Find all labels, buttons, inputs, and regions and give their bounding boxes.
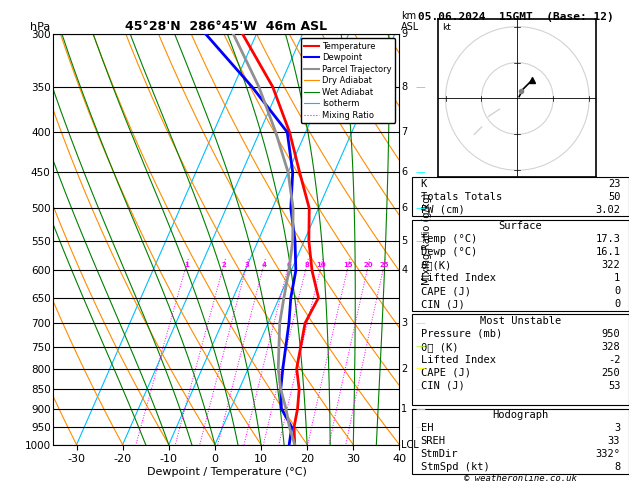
Text: 16.1: 16.1 bbox=[595, 247, 620, 258]
Text: 23: 23 bbox=[608, 179, 620, 189]
Bar bbox=[412, 314, 629, 405]
Text: 1: 1 bbox=[401, 404, 407, 414]
Text: 4: 4 bbox=[401, 265, 407, 276]
Text: θᴇ(K): θᴇ(K) bbox=[421, 260, 452, 270]
Text: CAPE (J): CAPE (J) bbox=[421, 286, 470, 296]
Text: Pressure (mb): Pressure (mb) bbox=[421, 329, 502, 339]
Text: 1: 1 bbox=[184, 262, 189, 268]
Text: —: — bbox=[415, 318, 425, 328]
Text: —: — bbox=[415, 203, 425, 213]
Text: Lifted Index: Lifted Index bbox=[421, 355, 496, 365]
Text: 20: 20 bbox=[364, 262, 373, 268]
Text: 0: 0 bbox=[614, 286, 620, 296]
Text: kt: kt bbox=[442, 23, 451, 32]
Text: —: — bbox=[415, 364, 425, 374]
Text: PW (cm): PW (cm) bbox=[421, 205, 464, 215]
Text: Mixing Ratio (g/kg): Mixing Ratio (g/kg) bbox=[422, 193, 432, 285]
Text: 05.06.2024  15GMT  (Base: 12): 05.06.2024 15GMT (Base: 12) bbox=[418, 12, 614, 22]
Text: 6: 6 bbox=[401, 167, 407, 177]
Text: 3: 3 bbox=[614, 423, 620, 434]
Text: Totals Totals: Totals Totals bbox=[421, 192, 502, 202]
Text: 8: 8 bbox=[304, 262, 309, 268]
Text: 15: 15 bbox=[343, 262, 353, 268]
Text: —: — bbox=[415, 342, 425, 351]
Text: 332°: 332° bbox=[595, 449, 620, 459]
Text: 10: 10 bbox=[316, 262, 326, 268]
Text: 53: 53 bbox=[608, 381, 620, 391]
Text: 6: 6 bbox=[401, 203, 407, 213]
Text: 7: 7 bbox=[401, 127, 408, 137]
Text: K: K bbox=[421, 179, 427, 189]
Text: 3: 3 bbox=[245, 262, 249, 268]
Text: —: — bbox=[415, 82, 425, 91]
Text: —: — bbox=[415, 422, 425, 432]
Text: CAPE (J): CAPE (J) bbox=[421, 368, 470, 378]
Text: 2: 2 bbox=[221, 262, 226, 268]
Text: 5: 5 bbox=[401, 236, 408, 246]
Text: 17.3: 17.3 bbox=[595, 234, 620, 244]
Text: 950: 950 bbox=[601, 329, 620, 339]
Text: Most Unstable: Most Unstable bbox=[480, 316, 561, 326]
Text: 4: 4 bbox=[262, 262, 266, 268]
Text: 33: 33 bbox=[608, 436, 620, 446]
Text: hPa: hPa bbox=[30, 22, 50, 32]
X-axis label: Dewpoint / Temperature (°C): Dewpoint / Temperature (°C) bbox=[147, 467, 306, 477]
Text: 6: 6 bbox=[286, 262, 291, 268]
Bar bbox=[412, 409, 629, 474]
Text: StmDir: StmDir bbox=[421, 449, 458, 459]
Text: —: — bbox=[415, 404, 425, 414]
Text: θᴇ (K): θᴇ (K) bbox=[421, 342, 458, 352]
Text: 250: 250 bbox=[601, 368, 620, 378]
Text: 322: 322 bbox=[601, 260, 620, 270]
Text: 0: 0 bbox=[614, 299, 620, 309]
Text: 1: 1 bbox=[614, 273, 620, 283]
Text: 3: 3 bbox=[401, 318, 407, 328]
Text: EH: EH bbox=[421, 423, 433, 434]
Text: StmSpd (kt): StmSpd (kt) bbox=[421, 462, 489, 472]
Title: 45°28'N  286°45'W  46m ASL: 45°28'N 286°45'W 46m ASL bbox=[125, 20, 328, 33]
Text: 2: 2 bbox=[401, 364, 408, 374]
Text: LCL: LCL bbox=[401, 440, 419, 450]
Text: 8: 8 bbox=[401, 82, 407, 91]
Text: CIN (J): CIN (J) bbox=[421, 299, 464, 309]
Text: -2: -2 bbox=[608, 355, 620, 365]
Text: —: — bbox=[415, 384, 425, 394]
Legend: Temperature, Dewpoint, Parcel Trajectory, Dry Adiabat, Wet Adiabat, Isotherm, Mi: Temperature, Dewpoint, Parcel Trajectory… bbox=[301, 38, 395, 123]
Text: —: — bbox=[415, 167, 425, 177]
Text: Temp (°C): Temp (°C) bbox=[421, 234, 477, 244]
Text: Lifted Index: Lifted Index bbox=[421, 273, 496, 283]
Text: SREH: SREH bbox=[421, 436, 446, 446]
Text: CIN (J): CIN (J) bbox=[421, 381, 464, 391]
Text: Dewp (°C): Dewp (°C) bbox=[421, 247, 477, 258]
Text: 25: 25 bbox=[379, 262, 389, 268]
Bar bbox=[412, 220, 629, 311]
Text: Surface: Surface bbox=[499, 222, 542, 231]
Text: km
ASL: km ASL bbox=[401, 11, 420, 32]
Text: 3.02: 3.02 bbox=[595, 205, 620, 215]
Text: 8: 8 bbox=[614, 462, 620, 472]
Text: © weatheronline.co.uk: © weatheronline.co.uk bbox=[464, 474, 577, 483]
Text: Hodograph: Hodograph bbox=[493, 410, 548, 420]
Text: —: — bbox=[415, 236, 425, 246]
Bar bbox=[412, 177, 629, 216]
Text: 328: 328 bbox=[601, 342, 620, 352]
Text: 50: 50 bbox=[608, 192, 620, 202]
Text: 9: 9 bbox=[401, 29, 407, 39]
